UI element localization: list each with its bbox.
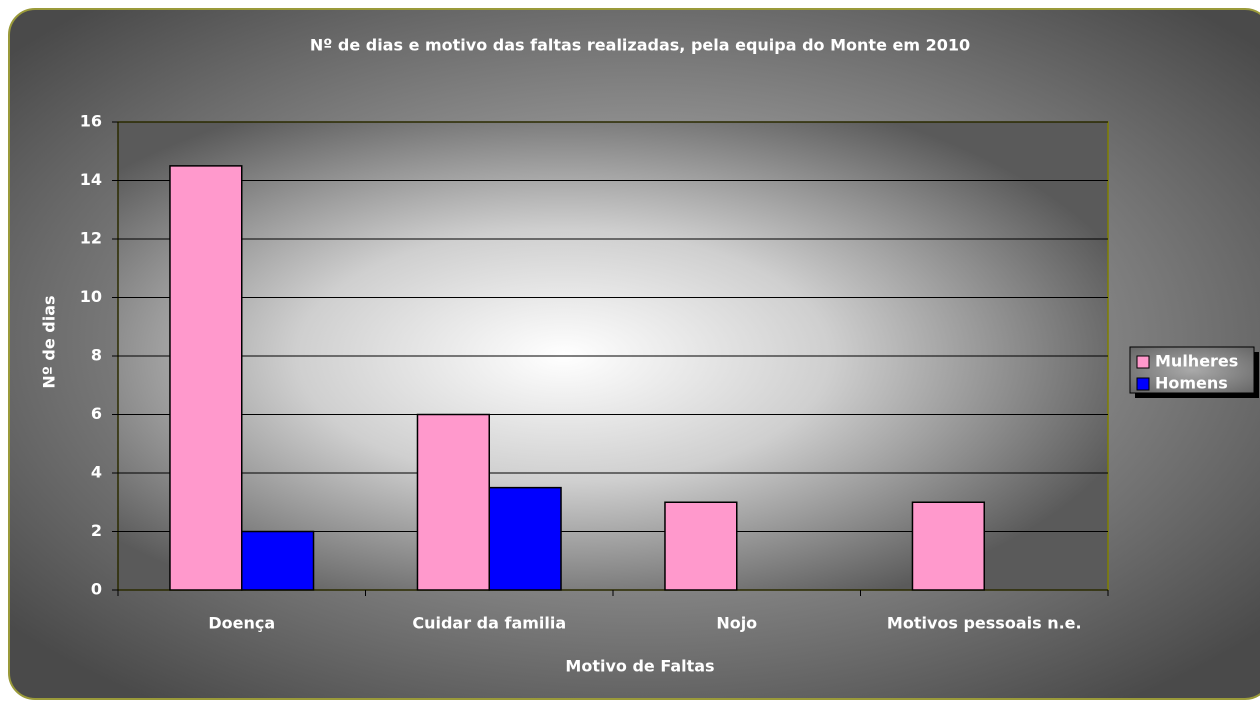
x-tick-label: Nojo [716, 614, 757, 633]
y-tick-label: 10 [80, 287, 102, 306]
bar [241, 530, 315, 591]
legend [1129, 346, 1255, 394]
bar [664, 501, 738, 591]
x-tick-label: Cuidar da familia [412, 614, 566, 633]
x-tick-label: Doença [208, 614, 275, 633]
chart-title: Nº de dias e motivo das faltas realizada… [310, 36, 970, 55]
x-axis-label: Motivo de Faltas [565, 657, 714, 676]
bar [416, 413, 491, 591]
y-tick-label: 6 [91, 404, 102, 423]
y-tick-label: 2 [91, 521, 102, 540]
legend-swatch [1136, 377, 1150, 391]
y-axis-label: Nº de dias [40, 295, 59, 388]
bar [169, 165, 243, 591]
x-tick-label: Motivos pessoais n.e. [887, 614, 1082, 633]
y-tick-label: 0 [91, 580, 102, 599]
y-tick-label: 4 [91, 463, 102, 482]
legend-swatch [1136, 355, 1150, 369]
y-tick-label: 14 [80, 170, 102, 189]
bar [488, 486, 562, 591]
bar [911, 501, 985, 591]
y-tick-label: 8 [91, 346, 102, 365]
y-tick-label: 12 [80, 229, 102, 248]
legend-label: Homens [1155, 374, 1228, 393]
y-tick-label: 16 [80, 112, 102, 131]
legend-label: Mulheres [1155, 352, 1238, 371]
